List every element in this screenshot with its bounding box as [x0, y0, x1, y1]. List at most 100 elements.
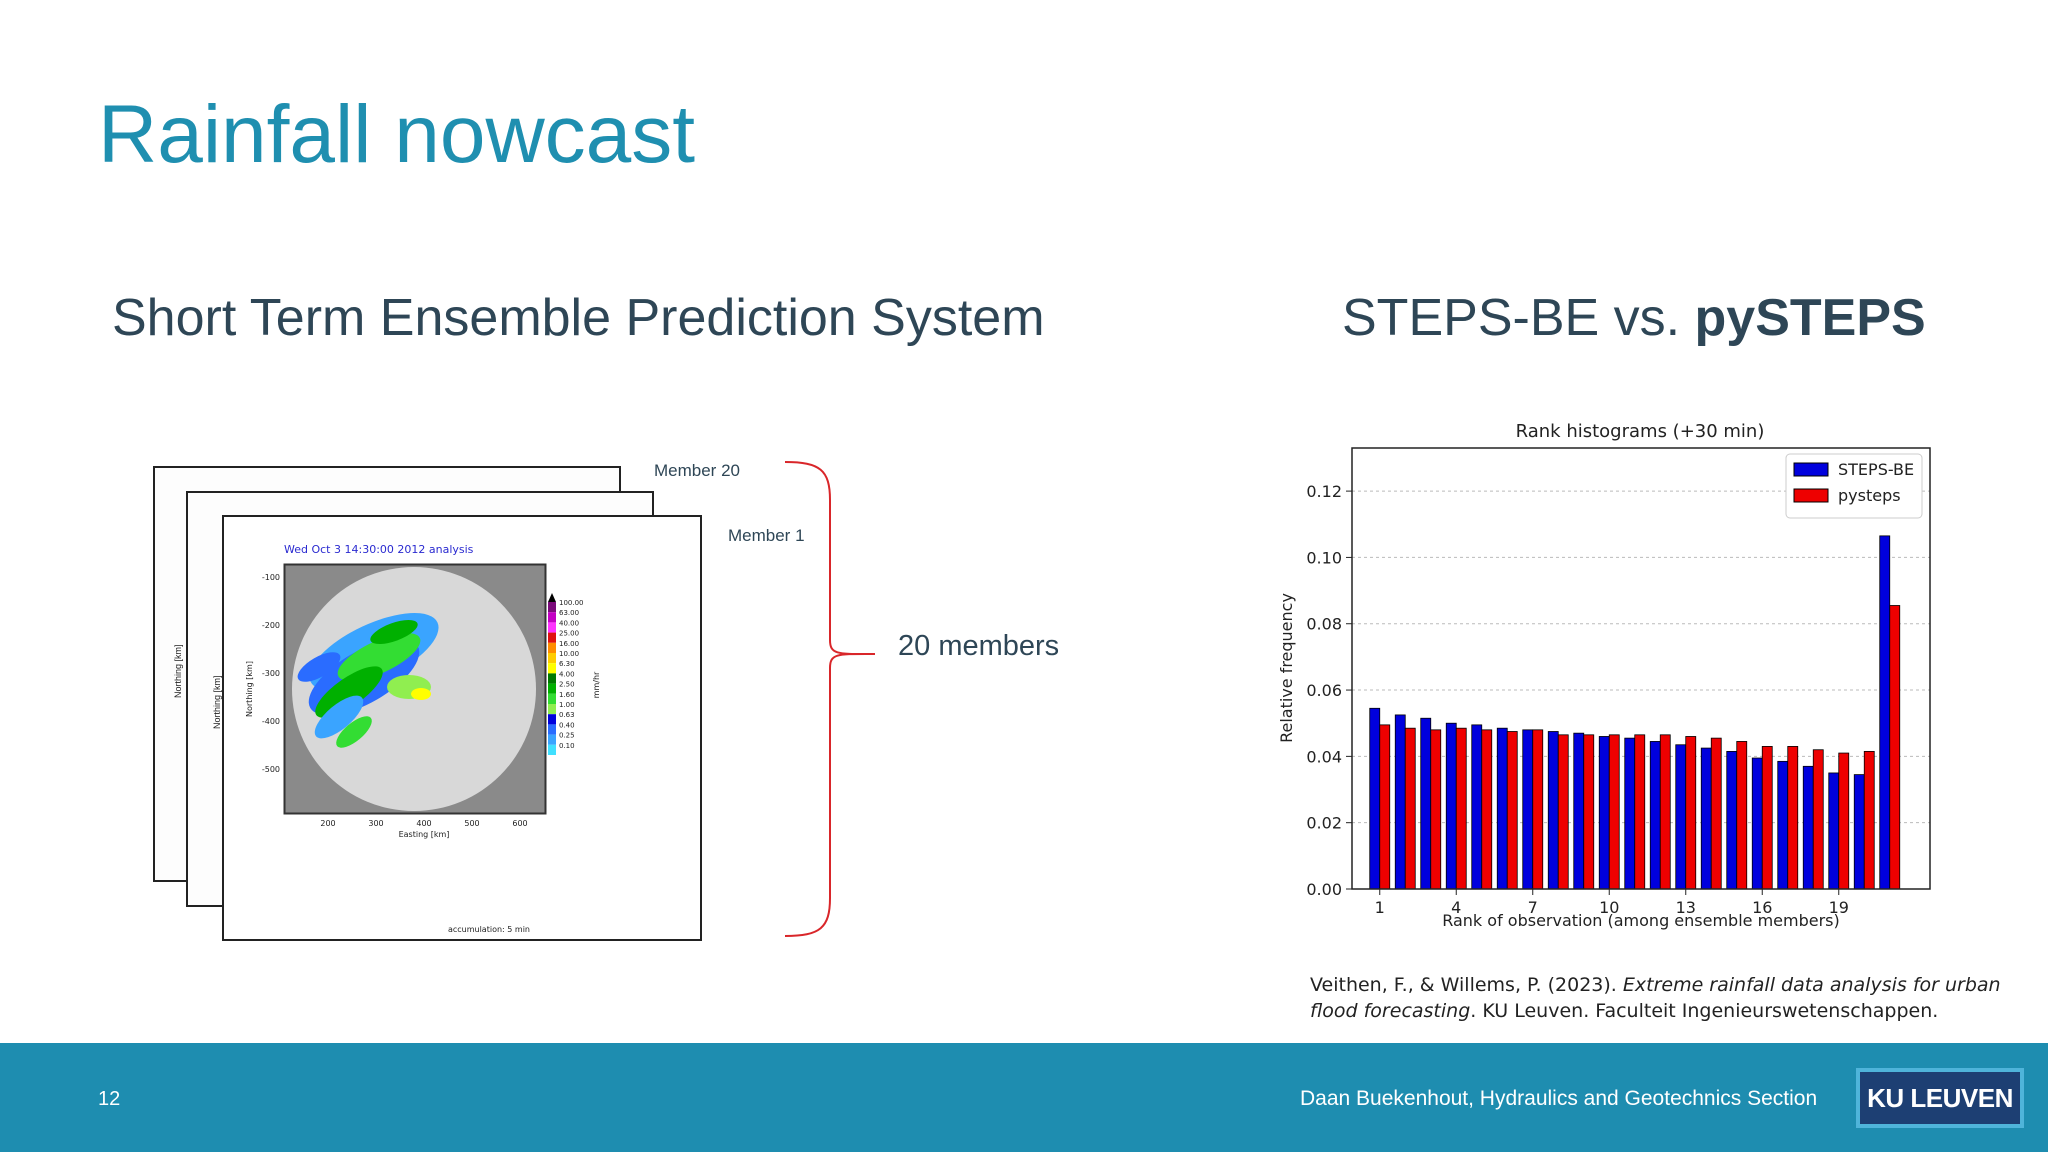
x-tick-label: 4	[1451, 898, 1461, 917]
bar-pysteps	[1736, 741, 1748, 890]
bar-steps-be	[1828, 772, 1840, 890]
radar-map: Wed Oct 3 14:30:00 2012 analysis -100 -2…	[245, 543, 601, 934]
bar-steps-be	[1802, 765, 1814, 890]
radar-y-tick: -100	[262, 573, 280, 582]
legend-label-steps-be: STEPS-BE	[1838, 460, 1914, 479]
northing-label-back: Northing [km]	[173, 644, 183, 698]
x-tick-label: 1	[1375, 898, 1385, 917]
bar-pysteps	[1608, 734, 1620, 890]
members-count-label: 20 members	[898, 630, 1060, 662]
bar-pysteps	[1583, 734, 1595, 890]
bar-steps-be	[1751, 757, 1763, 890]
colorbar-tick-label: 1.00	[559, 701, 575, 709]
bar-pysteps	[1481, 729, 1493, 890]
bar-steps-be	[1445, 722, 1457, 890]
radar-y-tick: -400	[262, 717, 280, 726]
citation-authors: Veithen, F., & Willems, P. (2023).	[1310, 974, 1623, 996]
right-heading: STEPS-BE vs. pySTEPS	[1342, 288, 1926, 348]
colorbar-segment	[548, 724, 556, 735]
bar-steps-be	[1471, 724, 1483, 890]
colorbar-tick-label: 2.50	[559, 681, 575, 689]
radar-y-tick: -200	[262, 621, 280, 630]
colorbar-segment	[548, 673, 556, 684]
bar-steps-be	[1369, 707, 1381, 890]
y-axis-ticks: 0.00 0.02 0.04 0.06 0.08 0.10 0.12	[1306, 482, 1352, 899]
colorbar-segment	[548, 683, 556, 694]
member-frame-front: Wed Oct 3 14:30:00 2012 analysis -100 -2…	[222, 515, 702, 941]
bar-steps-be	[1879, 535, 1891, 890]
ku-leuven-logo: KU LEUVEN	[1856, 1068, 2024, 1128]
legend-swatch-pysteps	[1793, 488, 1829, 503]
bar-pysteps	[1710, 737, 1722, 890]
slide-title: Rainfall nowcast	[98, 89, 696, 180]
y-tick-label: 0.02	[1306, 814, 1342, 833]
bar-pysteps	[1404, 727, 1416, 890]
chart-title: Rank histograms (+30 min)	[1516, 421, 1765, 442]
colorbar-tick-label: 10.00	[559, 650, 579, 658]
bar-steps-be	[1394, 714, 1406, 890]
radar-x-tick: 300	[368, 819, 383, 828]
bar-pysteps	[1506, 731, 1518, 890]
colorbar-segment	[548, 693, 556, 704]
y-tick-label: 0.10	[1306, 548, 1342, 567]
bar-pysteps	[1838, 752, 1850, 890]
colorbar-arrow	[548, 593, 556, 602]
right-heading-bold: pySTEPS	[1694, 289, 1926, 347]
colorbar-tick-label: 4.00	[559, 670, 575, 678]
bar-pysteps	[1787, 746, 1799, 890]
colorbar-segment	[548, 704, 556, 715]
right-heading-plain: STEPS-BE vs.	[1342, 289, 1695, 347]
radar-y-tick: -500	[262, 765, 280, 774]
colorbar-segment	[548, 653, 556, 664]
y-tick-label: 0.08	[1306, 615, 1342, 634]
legend-label-pysteps: pysteps	[1838, 486, 1901, 505]
northing-label-middle: Northing [km]	[212, 675, 222, 729]
bar-steps-be	[1522, 729, 1534, 890]
y-tick-label: 0.00	[1306, 880, 1342, 899]
colorbar-units: mm/hr	[592, 671, 601, 698]
left-heading: Short Term Ensemble Prediction System	[112, 289, 1045, 347]
radar-map-title: Wed Oct 3 14:30:00 2012 analysis	[284, 543, 474, 556]
bar-steps-be	[1624, 737, 1636, 890]
radar-x-tick: 600	[512, 819, 527, 828]
bar-steps-be	[1675, 744, 1687, 890]
bar-pysteps	[1685, 736, 1697, 890]
citation-rest: . KU Leuven. Faculteit Ingenieurswetensc…	[1470, 1000, 1939, 1022]
bar-pysteps	[1557, 734, 1569, 890]
colorbar-segment	[548, 744, 556, 755]
bar-pysteps	[1659, 734, 1671, 890]
colorbar-tick-label: 6.30	[559, 660, 575, 668]
bar-steps-be	[1420, 717, 1432, 890]
colorbar-segment	[548, 714, 556, 725]
bar-steps-be	[1777, 760, 1789, 890]
x-tick-label: 16	[1752, 898, 1772, 917]
rank-histogram-chart: Rank histograms (+30 min) 0.00 0.02 0.04 0.…	[1277, 421, 1931, 930]
bar-steps-be	[1598, 736, 1610, 890]
rain-echo	[297, 613, 439, 748]
bar-pysteps	[1430, 729, 1442, 890]
radar-x-tick: 500	[464, 819, 479, 828]
northing-label: Northing [km]	[245, 661, 254, 717]
bar-pysteps	[1863, 750, 1875, 890]
radar-x-tick: 200	[320, 819, 335, 828]
y-tick-label: 0.12	[1306, 482, 1342, 501]
colorbar-segment	[548, 632, 556, 643]
x-axis-ticks: 1 4 7 10 13 16 19	[1375, 889, 1849, 917]
radar-y-tick: -300	[262, 669, 280, 678]
bar-steps-be	[1496, 727, 1508, 890]
bar-steps-be	[1649, 741, 1661, 890]
colorbar-tick-label: 0.63	[559, 711, 575, 719]
y-tick-label: 0.04	[1306, 747, 1342, 766]
citation: Veithen, F., & Willems, P. (2023). Extre…	[1310, 972, 2010, 1024]
bars	[1369, 535, 1901, 890]
x-tick-label: 7	[1528, 898, 1538, 917]
bar-pysteps	[1812, 749, 1824, 890]
bar-pysteps	[1761, 746, 1773, 890]
colorbar-segment	[548, 734, 556, 745]
member-1-label: Member 1	[728, 526, 805, 545]
bar-steps-be	[1700, 747, 1712, 890]
x-tick-label: 13	[1676, 898, 1696, 917]
curly-brace	[784, 461, 876, 937]
colorbar-segment	[548, 642, 556, 653]
colorbar-tick-label: 0.25	[559, 732, 575, 740]
